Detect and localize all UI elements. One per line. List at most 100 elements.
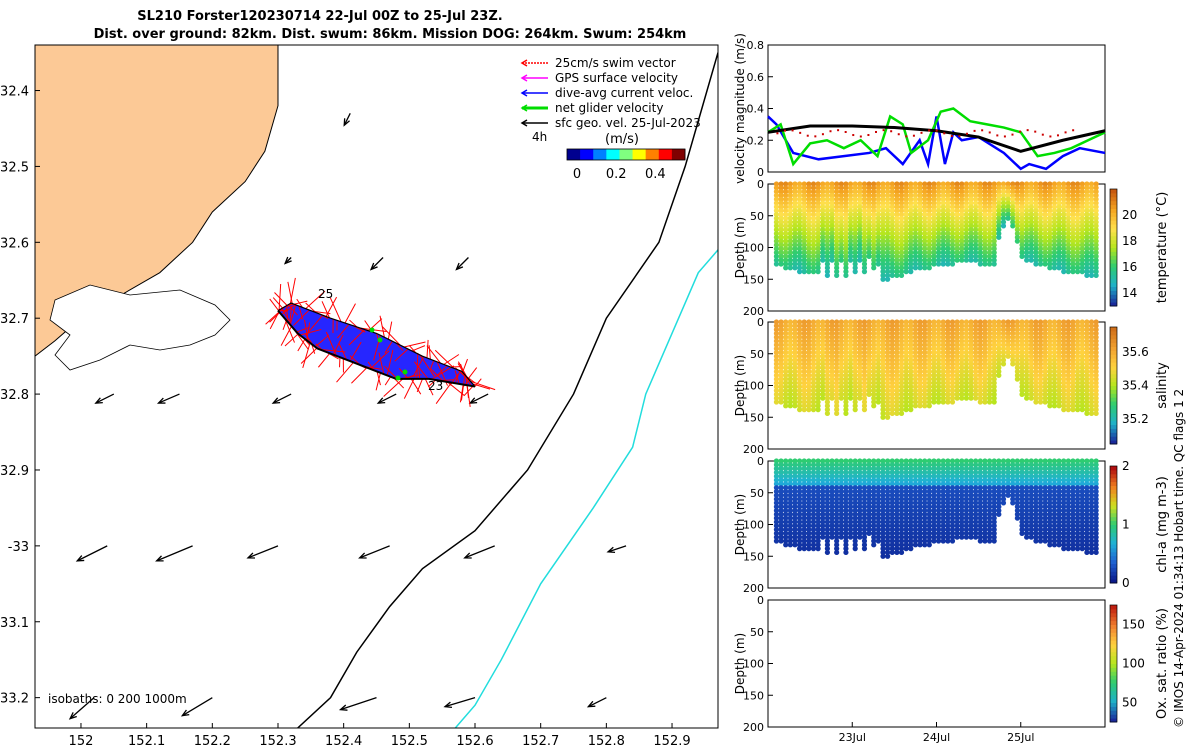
vel-dot-27: [981, 129, 984, 132]
section-0-y-tick-4: 200: [743, 305, 764, 318]
swim-vector-124: [305, 290, 326, 310]
sfc-vector-6: [271, 393, 292, 404]
section-x-tick-2: 25Jul: [1007, 731, 1034, 744]
map-y-tick-0: 32.4: [0, 85, 29, 100]
map-x-ticks: 152 152.1 152.2 152.3 152.4 152.5 152.6 152.7 15…: [69, 723, 691, 749]
swim-vector-94: [419, 354, 435, 377]
section-2-cbar-label: chl-a (mg m-3): [1155, 476, 1170, 573]
swim-vector-98: [403, 341, 426, 348]
vel-dot-19: [920, 131, 923, 134]
swim-vector-103: [379, 315, 385, 338]
side-note: © IMOS 14-Apr-2024 01:34:13 Hobart time.…: [1172, 389, 1186, 728]
map-cbar-tick-2: 0.4: [645, 167, 666, 182]
section-3-cbar-tick-1: 100: [1122, 657, 1145, 671]
section-2-y-tick-4: 200: [743, 582, 764, 595]
swim-vector-90: [429, 360, 435, 371]
vel-y-tick-0: 0: [757, 166, 764, 179]
vel-dot-9: [844, 131, 847, 134]
section-2-cbar-tick-0: 0: [1122, 576, 1130, 590]
land-mass: [35, 45, 279, 357]
swim-vector-23: [300, 347, 318, 364]
surface-velocity-vectors: [68, 113, 627, 720]
vel-dot-1: [784, 129, 787, 132]
swim-vector-128: [287, 281, 293, 304]
section-1-ylabel: Depth (m): [733, 355, 747, 416]
isobaths: [297, 52, 718, 728]
isobath-1000: [454, 249, 718, 728]
swim-vector-112: [336, 323, 350, 339]
swim-vector-11: [296, 326, 310, 333]
map-colorbar: 0 0.2 0.4: [566, 148, 686, 182]
sfc-vector-10: [155, 545, 193, 562]
vel-dot-17: [905, 135, 908, 138]
map-x-tick-4: 152.4: [325, 734, 362, 749]
map-panel: 152 152.1 152.2 152.3 152.4 152.5 152.6 152.7 15…: [0, 44, 719, 749]
map-x-tick-6: 152.6: [456, 734, 493, 749]
map-x-tick-7: 152.7: [522, 734, 559, 749]
section-3-y-tick-4: 200: [743, 721, 764, 734]
isobath-label: isobaths: 0 200 1000m: [48, 692, 187, 706]
legend-label-2: dive-avg current veloc.: [555, 86, 693, 100]
swim-vector-131: [287, 304, 298, 316]
map-y-tick-1: 32.5: [0, 160, 29, 175]
section-1-y-tick-0: 0: [757, 316, 764, 329]
swim-vector-121: [305, 302, 317, 313]
vel-dot-10: [852, 134, 855, 137]
vel-series-0: [767, 115, 1106, 171]
swim-vector-113: [344, 303, 356, 324]
vel-dot-23: [950, 134, 953, 137]
vel-dot-16: [897, 133, 900, 136]
vel-dot-2: [791, 129, 794, 132]
swim-vector-56: [416, 378, 423, 393]
legend-item-4: sfc geo. vel. 25-Jul-2023: [520, 116, 701, 130]
legend-label-4: sfc geo. vel. 25-Jul-2023: [555, 116, 701, 130]
section-2-y-tick-2: 100: [743, 519, 764, 532]
vel-dot-26: [973, 129, 976, 132]
net-velocity-mark-2: [402, 369, 408, 375]
swim-vector-108: [348, 329, 366, 346]
vel-dot-0: [776, 132, 779, 135]
figure-title-line2: Dist. over ground: 82km. Dist. swum: 86k…: [94, 27, 687, 42]
vel-dot-6: [821, 133, 824, 136]
swim-vector-92: [426, 339, 429, 358]
map-y-tick-4: 32.8: [0, 388, 29, 403]
swim-vector-101: [384, 340, 393, 354]
legend-item-0: 25cm/s swim vector: [520, 56, 676, 70]
swim-vector-29: [325, 331, 337, 357]
map-x-tick-8: 152.8: [588, 734, 625, 749]
vel-dot-24: [958, 135, 961, 138]
swim-vector-127: [290, 304, 297, 323]
swim-vector-123: [293, 309, 310, 326]
section-0-y-tick-1: 50: [750, 210, 764, 223]
swim-vector-119: [305, 314, 324, 336]
sfc-vector-1: [283, 256, 292, 265]
swim-vector-97: [394, 348, 409, 362]
swim-vector-44: [386, 349, 394, 376]
section-3-y-tick-3: 150: [743, 689, 764, 702]
section-3-cbar-tick-0: 50: [1122, 696, 1137, 710]
section-0-cbar-tick-3: 20: [1122, 208, 1137, 222]
legend-item-3: net glider velocity: [520, 101, 663, 115]
map-y-tick-5: 32.9: [0, 464, 29, 479]
swim-vector-34: [336, 362, 354, 383]
section-1-cbar-tick-1: 35.4: [1122, 379, 1149, 393]
vel-dot-28: [988, 131, 991, 134]
isobath-200: [297, 52, 718, 728]
section-x-tick-0: 23Jul: [839, 731, 866, 744]
vel-dot-38: [1064, 131, 1067, 134]
sfc-vector-8: [468, 393, 489, 404]
section-2-y-tick-1: 50: [750, 487, 764, 500]
swim-vector-137: [280, 308, 292, 324]
legend-label-3: net glider velocity: [555, 101, 663, 115]
vel-dot-14: [882, 129, 885, 132]
track-label-23: 23: [428, 379, 443, 393]
vel-dot-34: [1034, 130, 1037, 133]
section-3-cbar-label: Ox. sat. ratio (%): [1155, 608, 1170, 719]
vel-dot-37: [1056, 134, 1059, 137]
map-x-tick-3: 152.3: [259, 734, 296, 749]
vel-y-tick-3: 0.6: [747, 71, 765, 84]
swim-vector-6: [286, 308, 289, 323]
vel-dot-32: [1019, 130, 1022, 133]
dive-current-fill: [277, 303, 476, 387]
